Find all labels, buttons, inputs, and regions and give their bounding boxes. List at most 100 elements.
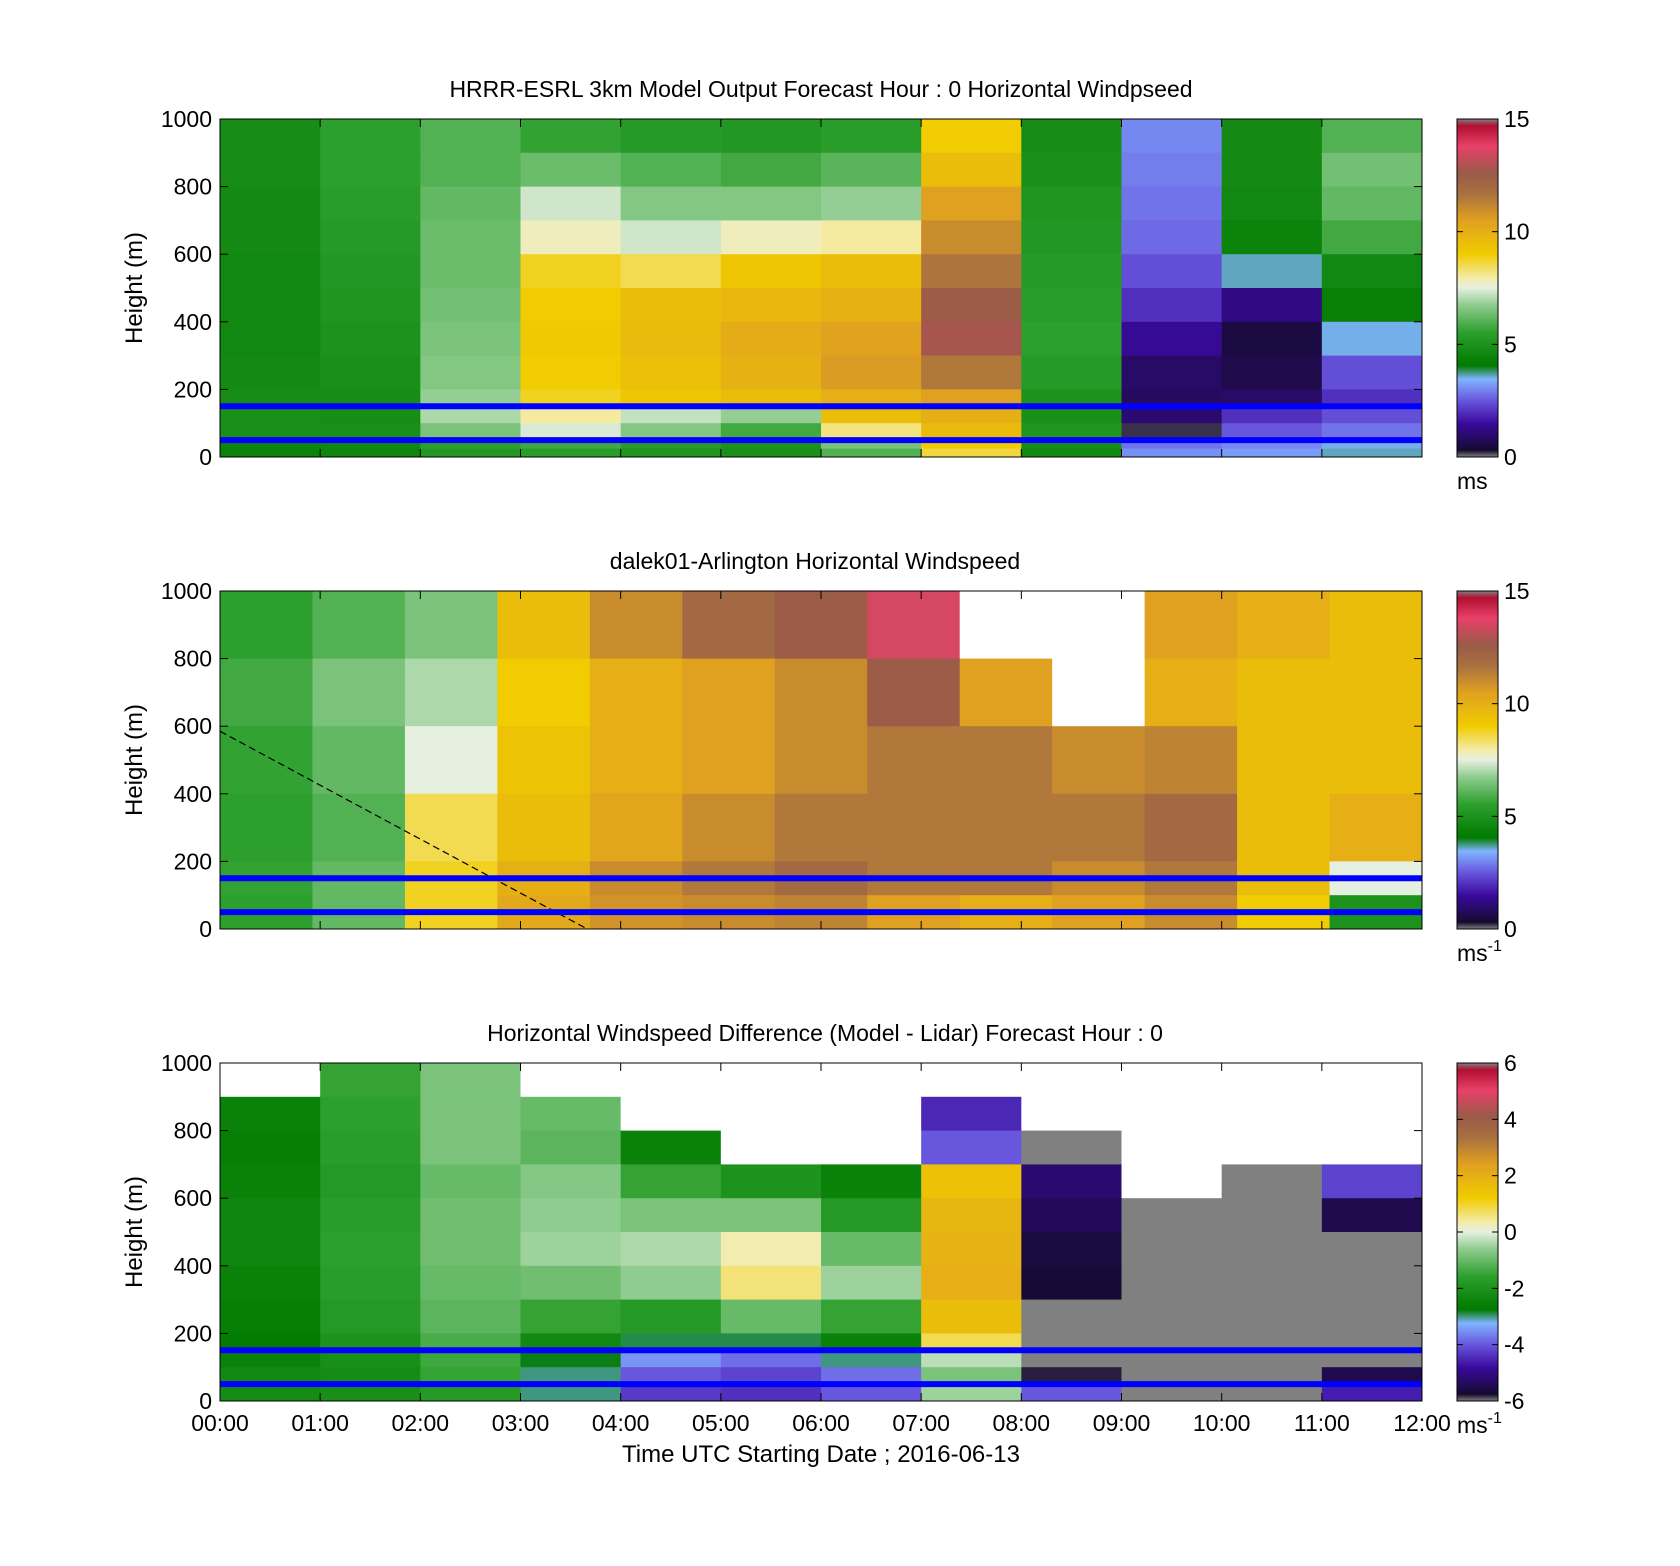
y-tick-label: 800: [174, 646, 212, 672]
heatmap-cell: [420, 1130, 522, 1165]
heatmap-cell: [220, 288, 321, 323]
heatmap-cell: [720, 1367, 822, 1385]
y-axis-label: Height (m): [121, 1176, 148, 1288]
panel-difference: Horizontal Windspeed Difference (Model -…: [121, 1020, 1525, 1468]
heatmap-cell: [921, 355, 1022, 390]
heatmap-cell: [320, 1299, 421, 1334]
heatmap-cell: [404, 726, 498, 795]
heatmap-cell: [1144, 658, 1238, 727]
heatmap-cell: [220, 1350, 321, 1368]
heatmap-cell: [720, 1299, 822, 1334]
heatmap-cell: [1021, 1130, 1123, 1165]
heatmap-cell: [1237, 726, 1331, 795]
y-tick-label: 800: [174, 174, 212, 200]
x-tick-label: 04:00: [592, 1410, 650, 1436]
heatmap-cell: [420, 1350, 522, 1368]
heatmap-cell: [821, 1299, 922, 1334]
heatmap-cell: [1021, 152, 1123, 188]
heatmap-cell: [921, 1367, 1022, 1385]
heatmap-cell: [620, 406, 722, 424]
heatmap-cell: [1321, 1164, 1422, 1199]
heatmap-cell: [1021, 288, 1123, 323]
colorbar: 0 5 10 15 ms-1: [1456, 578, 1530, 966]
heatmap-cell: [1329, 726, 1422, 795]
heatmap-cell: [589, 591, 683, 660]
y-tick-label: 200: [174, 1320, 212, 1346]
heatmap-cell: [420, 406, 522, 424]
heatmap-cell: [720, 186, 822, 221]
heatmap-cell: [1321, 1063, 1422, 1098]
heatmap-cell: [520, 440, 622, 450]
heatmap-cell: [320, 321, 421, 357]
heatmap-cell: [520, 119, 622, 154]
heatmap-cell: [774, 793, 868, 862]
heatmap-cell: [720, 406, 822, 424]
heatmap-cell: [921, 1333, 1022, 1351]
heatmap-cell: [1021, 440, 1123, 450]
heatmap-cell: [720, 389, 822, 407]
heatmap-cell: [1121, 186, 1223, 221]
heatmap-cell: [720, 254, 822, 289]
heatmap-cell: [720, 119, 822, 154]
heatmap-cell: [921, 1299, 1022, 1334]
x-axis-label: Time UTC Starting Date ; 2016-06-13: [622, 1441, 1020, 1468]
heatmap-cell: [1321, 406, 1422, 424]
heatmap-cell: [720, 1096, 822, 1132]
heatmap-cell: [921, 406, 1022, 424]
heatmap-cell: [1021, 406, 1123, 424]
colorbar-tick-label: 0: [1504, 916, 1517, 942]
heatmap-cell: [520, 186, 622, 221]
heatmap-cell: [720, 448, 822, 457]
heatmap-cell: [821, 1198, 922, 1233]
heatmap-cell: [959, 726, 1053, 795]
heatmap-cell: [520, 1299, 622, 1334]
heatmap-cell: [1121, 254, 1223, 289]
heatmap-cell: [1321, 288, 1422, 323]
heatmap-cell: [1321, 355, 1422, 390]
heatmap-cell: [1321, 448, 1422, 457]
heatmap-cell: [921, 321, 1022, 357]
heatmap-cell: [520, 406, 622, 424]
x-tick-label: 02:00: [392, 1410, 450, 1436]
heatmap-cell: [921, 440, 1022, 450]
heatmap-cell: [1121, 1063, 1223, 1098]
chart-title: dalek01-Arlington Horizontal Windspeed: [610, 548, 1020, 574]
heatmap-cell: [1329, 658, 1422, 727]
x-ticks: [219, 119, 1423, 457]
heatmap-cell: [520, 1350, 622, 1368]
panel-model: HRRR-ESRL 3km Model Output Forecast Hour…: [121, 76, 1530, 494]
heatmap-cell: [420, 254, 522, 289]
blue-reference-lines: [220, 875, 1422, 916]
heatmap-cell: [1321, 254, 1422, 289]
heatmap-cell: [220, 1130, 321, 1165]
heatmap-cell: [320, 1333, 421, 1351]
heatmap-cell: [1221, 1063, 1323, 1098]
heatmap-cell: [1021, 220, 1123, 255]
heatmap-cell: [620, 389, 722, 407]
heatmap-cell: [921, 423, 1022, 441]
heatmap-cell: [1221, 220, 1323, 255]
heatmap-cell: [320, 423, 421, 441]
colorbar-gradient: [1456, 1062, 1499, 1402]
heatmap-cell: [921, 254, 1022, 289]
heatmap-cell: [520, 1130, 622, 1165]
heatmap-cell: [959, 591, 1053, 660]
heatmap-cell: [320, 355, 421, 390]
heatmap-cell: [420, 1367, 522, 1385]
heatmap-cell: [1321, 389, 1422, 407]
heatmap-cell: [1021, 1198, 1123, 1233]
heatmap-cell: [1144, 726, 1238, 795]
heatmap-cell: [220, 1333, 321, 1351]
heatmap-cell: [1021, 1096, 1123, 1132]
heatmap-cell: [1329, 793, 1422, 862]
heatmap-cell: [320, 119, 421, 154]
heatmap-cell: [312, 793, 406, 862]
heatmap-cell: [1321, 423, 1422, 441]
heatmap-cell: [320, 448, 421, 457]
heatmap-cell: [220, 793, 314, 862]
heatmap-cell: [520, 1384, 622, 1401]
heatmap-cell: [589, 793, 683, 862]
heatmap-cell: [620, 423, 722, 441]
heatmap-cell: [720, 321, 822, 357]
